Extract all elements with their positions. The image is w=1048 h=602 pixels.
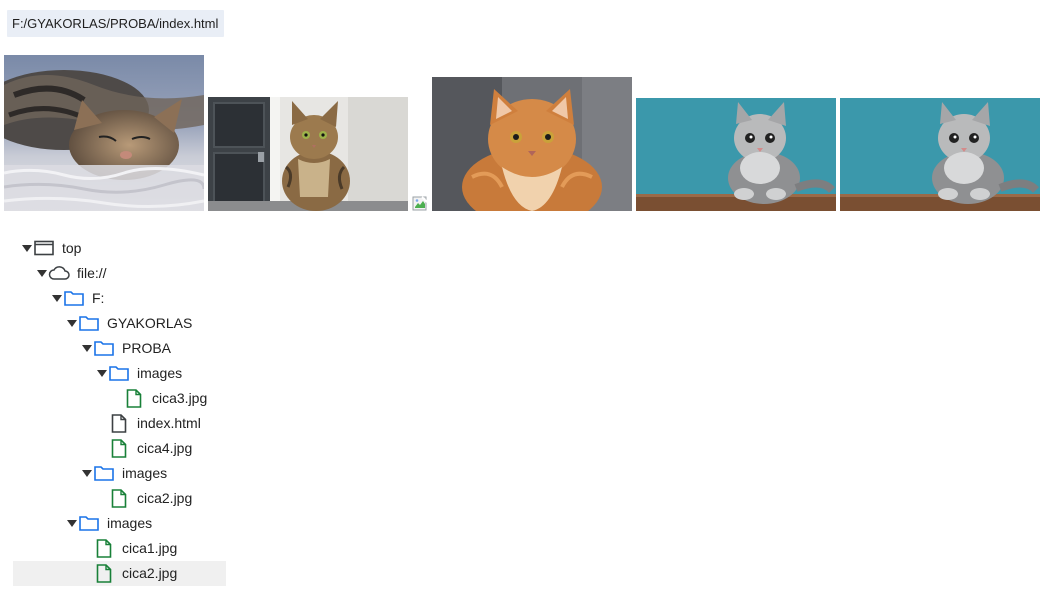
tree-label: cica4.jpg [137,440,193,456]
folder-icon [94,464,114,489]
image-cica3-thumbnail [432,77,632,211]
image-cica4-thumbnail [636,98,836,211]
tree-label: cica1.jpg [122,540,178,556]
tree-node-index-html[interactable]: index.html [13,411,313,436]
tree-label: cica3.jpg [152,390,208,406]
expand-arrow-icon[interactable] [20,236,32,261]
tree-label: images [107,515,153,531]
tree-label: cica2.jpg [137,490,193,506]
tree-node-cica3[interactable]: cica3.jpg [13,386,313,411]
image-file-icon [96,539,112,566]
expand-arrow-icon[interactable] [35,261,47,286]
folder-icon [79,514,99,539]
expand-arrow-icon[interactable] [50,286,62,311]
tree-label: PROBA [122,340,172,356]
sources-tree: top file:// F: GYAKORLAS PROBA [13,236,313,586]
tree-node-gyakorlas[interactable]: GYAKORLAS [13,311,313,336]
cloud-icon [48,264,70,289]
url-path-bar: F:/GYAKORLAS/PROBA/index.html [7,10,225,37]
tree-node-cica2-selected[interactable]: cica2.jpg [13,561,226,586]
tree-node-cica2-gyakorlas[interactable]: cica2.jpg [13,486,313,511]
image-cica1-thumbnail [4,55,204,211]
image-cica2-thumbnail [208,97,408,211]
folder-icon [94,339,114,364]
tree-label: file:// [77,265,107,281]
image-row [4,55,1044,211]
image-file-icon [111,489,127,516]
tree-node-drive-images[interactable]: images [13,511,313,536]
tree-node-proba[interactable]: PROBA [13,336,313,361]
tree-label: GYAKORLAS [107,315,193,331]
tree-node-cica1[interactable]: cica1.jpg [13,536,313,561]
tree-node-proba-images[interactable]: images [13,361,313,386]
folder-icon [109,364,129,389]
broken-image-icon [412,196,428,211]
frame-icon [34,239,54,264]
image-file-icon [111,439,127,466]
tree-label: top [62,240,82,256]
expand-arrow-icon[interactable] [80,336,92,361]
tree-label: index.html [137,415,201,431]
expand-arrow-icon[interactable] [95,361,107,386]
tree-node-gyakorlas-images[interactable]: images [13,461,313,486]
folder-icon [79,314,99,339]
expand-arrow-icon[interactable] [65,511,77,536]
tree-label: F: [92,290,105,306]
tree-label: images [122,465,168,481]
tree-label: cica2.jpg [122,565,178,581]
tree-node-top[interactable]: top [13,236,313,261]
tree-label: images [137,365,183,381]
image-file-icon [126,389,142,416]
document-file-icon [111,414,127,441]
image-cica4b-thumbnail [840,98,1040,211]
expand-arrow-icon[interactable] [80,461,92,486]
image-file-icon [96,564,112,591]
folder-icon [64,289,84,314]
tree-node-file-scheme[interactable]: file:// [13,261,313,286]
tree-node-drive-f[interactable]: F: [13,286,313,311]
tree-node-cica4[interactable]: cica4.jpg [13,436,313,461]
expand-arrow-icon[interactable] [65,311,77,336]
